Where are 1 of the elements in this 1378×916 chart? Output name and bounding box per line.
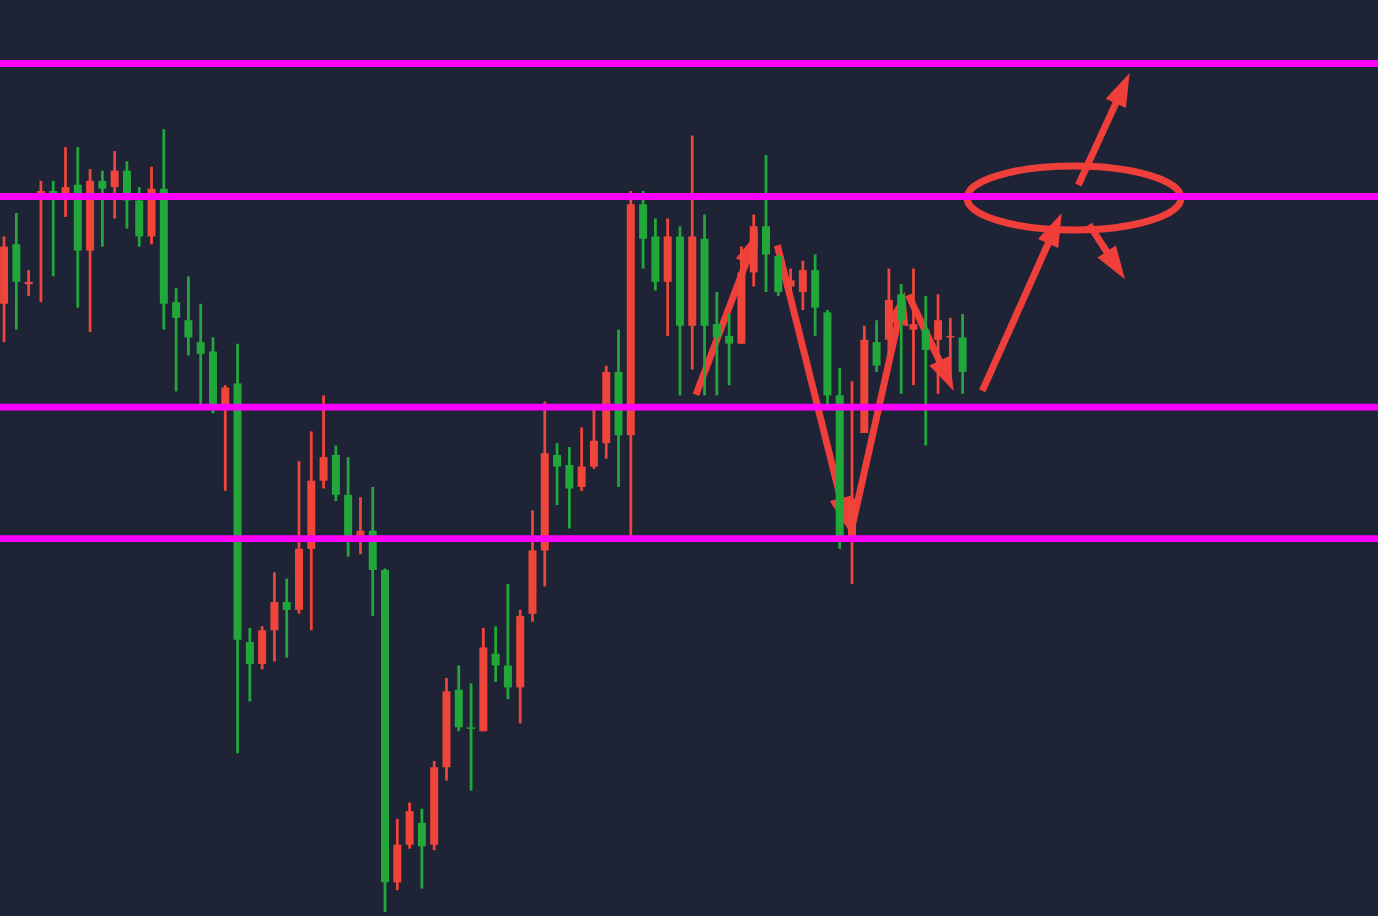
candlestick — [467, 682, 476, 793]
